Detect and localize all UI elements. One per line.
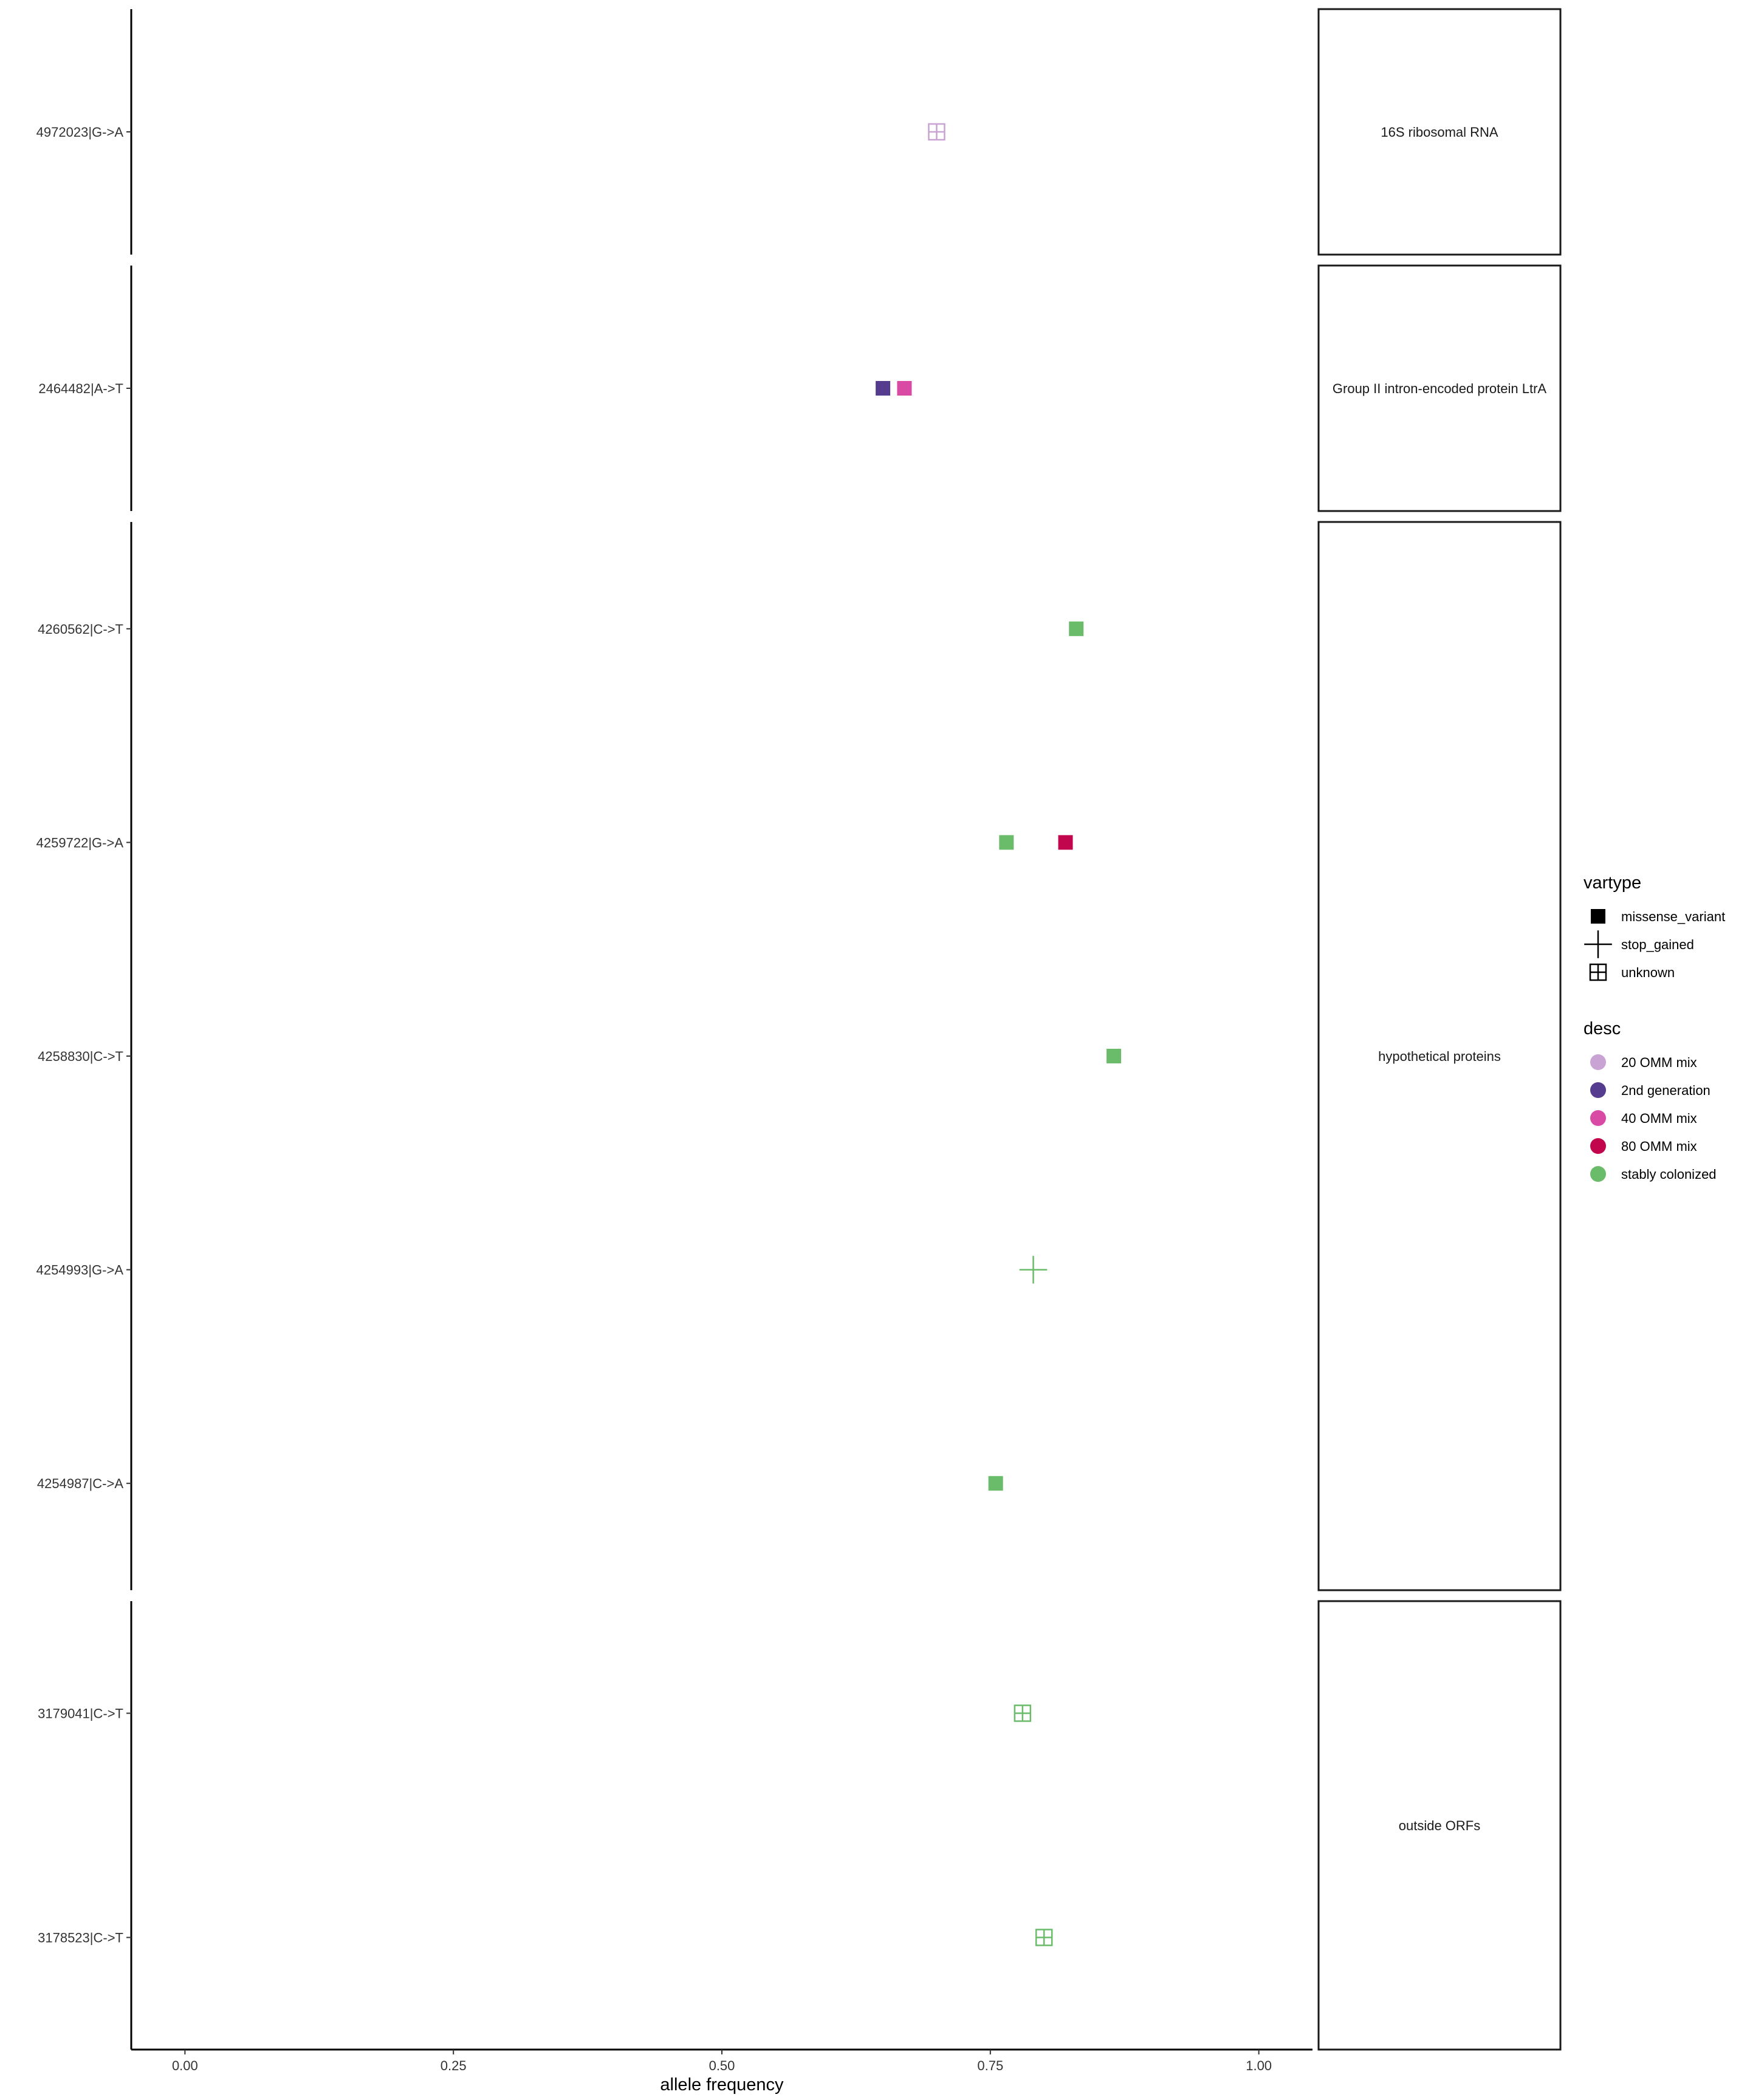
x-tick-label: 0.75 [977,2058,1003,2073]
data-point [999,835,1014,850]
facet-strip-label: hypothetical proteins [1378,1049,1501,1064]
data-point [897,381,912,396]
y-tick-label: 3179041|C->T [38,1706,123,1721]
legend-label: 40 OMM mix [1621,1111,1697,1126]
legend-label: 20 OMM mix [1621,1055,1697,1070]
x-tick-label: 0.50 [709,2058,735,2073]
data-point [988,1476,1003,1491]
x-tick-label: 0.25 [441,2058,467,2073]
y-tick-label: 4254987|C->A [37,1476,123,1491]
legend-label: unknown [1621,965,1675,980]
data-point [1014,1704,1032,1722]
legend-title-desc: desc [1584,1019,1621,1038]
facet-panel: Group II intron-encoded protein LtrA 2464… [38,264,1562,512]
data-point [1107,1049,1122,1063]
legend-key [1591,909,1605,924]
facet-strip-label: 16S ribosomal RNA [1381,125,1498,140]
facet-panel: hypothetical proteins 4260562|C->T 4259722… [36,521,1562,1591]
data-point [1019,1255,1048,1284]
facet-panel: outside ORFs 3179041|C->T 3178523|C->T [38,1600,1562,2051]
facet-strip [1317,1600,1562,2051]
y-tick-label: 4259722|G->A [36,835,124,850]
facet-strip [1317,264,1562,512]
legend-key [1590,1110,1606,1126]
legend-title-vartype: vartype [1584,873,1641,893]
data-point [1058,835,1073,850]
x-tick-label: 0.00 [172,2058,198,2073]
legend-key [1590,1054,1606,1070]
legend-label: 2nd generation [1621,1083,1711,1098]
y-tick-label: 3178523|C->T [38,1930,123,1946]
legend-label: stop_gained [1621,937,1694,952]
legend-key [1584,930,1612,958]
facet-strip-label: outside ORFs [1399,1818,1481,1833]
legend-key [1590,1166,1606,1182]
legend-key [1590,1082,1606,1098]
facet-strip [1317,8,1562,256]
y-tick-label: 4254993|G->A [36,1263,124,1278]
y-tick-label: 2464482|A->T [38,381,123,396]
legend-key [1590,1138,1606,1154]
y-tick-label: 4972023|G->A [36,125,124,140]
data-point [1069,621,1084,636]
legend: vartype missense_variant stop_gainedunknow… [1584,873,1725,1182]
x-axis: 0.00 0.25 0.50 0.75 1.00 [131,2048,1312,2073]
x-axis-title: allele frequency [660,2075,784,2095]
legend-label: stably colonized [1621,1167,1717,1182]
facet-panels: 16S ribosomal RNA 4972023|G->A Group II in… [36,8,1562,2051]
facet-strip-label: Group II intron-encoded protein LtrA [1333,381,1547,396]
data-point [928,123,945,141]
data-point [1035,1929,1053,1946]
data-points [876,123,1122,1946]
y-tick-label: 4260562|C->T [38,622,123,637]
legend-label: missense_variant [1621,909,1725,924]
data-point [876,381,891,396]
facet-strip [1317,521,1562,1591]
legend-label: 80 OMM mix [1621,1139,1697,1154]
legend-key [1589,963,1607,981]
x-tick-label: 1.00 [1246,2058,1272,2073]
y-tick-label: 4258830|C->T [38,1049,123,1064]
facet-panel: 16S ribosomal RNA 4972023|G->A [36,8,1562,256]
